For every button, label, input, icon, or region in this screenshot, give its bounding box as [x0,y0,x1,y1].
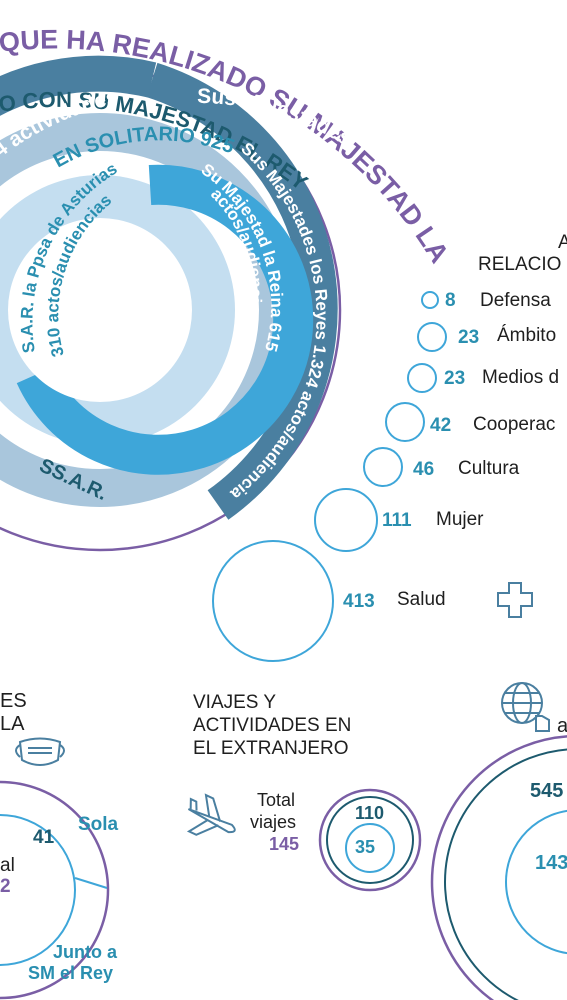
plane-icon [186,793,236,836]
br-label: a [557,715,567,737]
relation-value: 46 [413,459,435,480]
relation-value: 413 [343,591,375,612]
trips-title-1: VIAJES Y [193,692,277,713]
bl-value: 41 [33,827,55,848]
br-outer-value: 545 [530,780,564,802]
br-mid-ring [444,748,567,1000]
trips-mid-ring [326,796,414,884]
br-inner-ring [505,809,567,955]
relations-title-1: A [558,232,567,253]
trips-outer-ring [318,788,422,892]
relation-label: Mujer [436,509,484,530]
br-outer-ring [430,735,567,1000]
bl-divider [74,877,108,889]
bl-total-2: 2 [0,876,11,897]
globe-icon [501,682,550,732]
br-inner-value: 143 [535,852,567,874]
trips-total-label-2: viajes [250,812,297,832]
cross-icon [497,582,533,618]
bl-junto-1: Junto a [53,942,118,962]
relation-value: 23 [458,327,480,348]
bl-outer-ring [0,780,110,1000]
bubble-defensa [421,291,439,309]
bubble-medios [407,363,437,393]
trips-total-label-1: Total [257,790,296,810]
king-activities-band [0,55,157,116]
bubble-mujer [314,488,378,552]
trips-title-3: EL EXTRANJERO [193,738,349,759]
relation-label: Cooperac [473,414,556,435]
trips-inner-value: 35 [355,837,376,857]
trips-inner-ring [345,823,395,873]
relation-value: 8 [445,290,456,311]
inner-center [8,218,192,402]
bl-junto-2: SM el Rey [28,963,114,983]
relation-value: 111 [382,510,412,531]
trips-outer-value: 110 [355,803,385,823]
relation-label: Medios d [482,367,560,388]
bl-total-1: al [0,855,15,876]
bubble-cooperacion [385,402,425,442]
relation-label: Salud [397,589,446,610]
bubble-ambito [417,322,447,352]
bl-title-1: ES [0,690,27,712]
trips-title-2: ACTIVIDADES EN [193,715,352,736]
relation-label: Defensa [480,290,551,311]
queen-band [16,164,314,475]
mask-icon [15,737,65,766]
bl-sola-label: Sola [78,814,119,835]
bl-title-2: LA [0,713,25,735]
trips-total-value: 145 [269,834,300,854]
relation-label: Cultura [458,458,520,479]
kings-band [146,62,338,520]
relations-title-2: RELACIO [478,254,562,275]
relation-value: 23 [444,368,466,389]
bubble-salud [212,540,334,662]
bl-inner-ring [0,814,76,966]
relation-value: 42 [430,415,452,436]
bubble-cultura [363,447,403,487]
relation-label: Ámbito [497,325,557,346]
